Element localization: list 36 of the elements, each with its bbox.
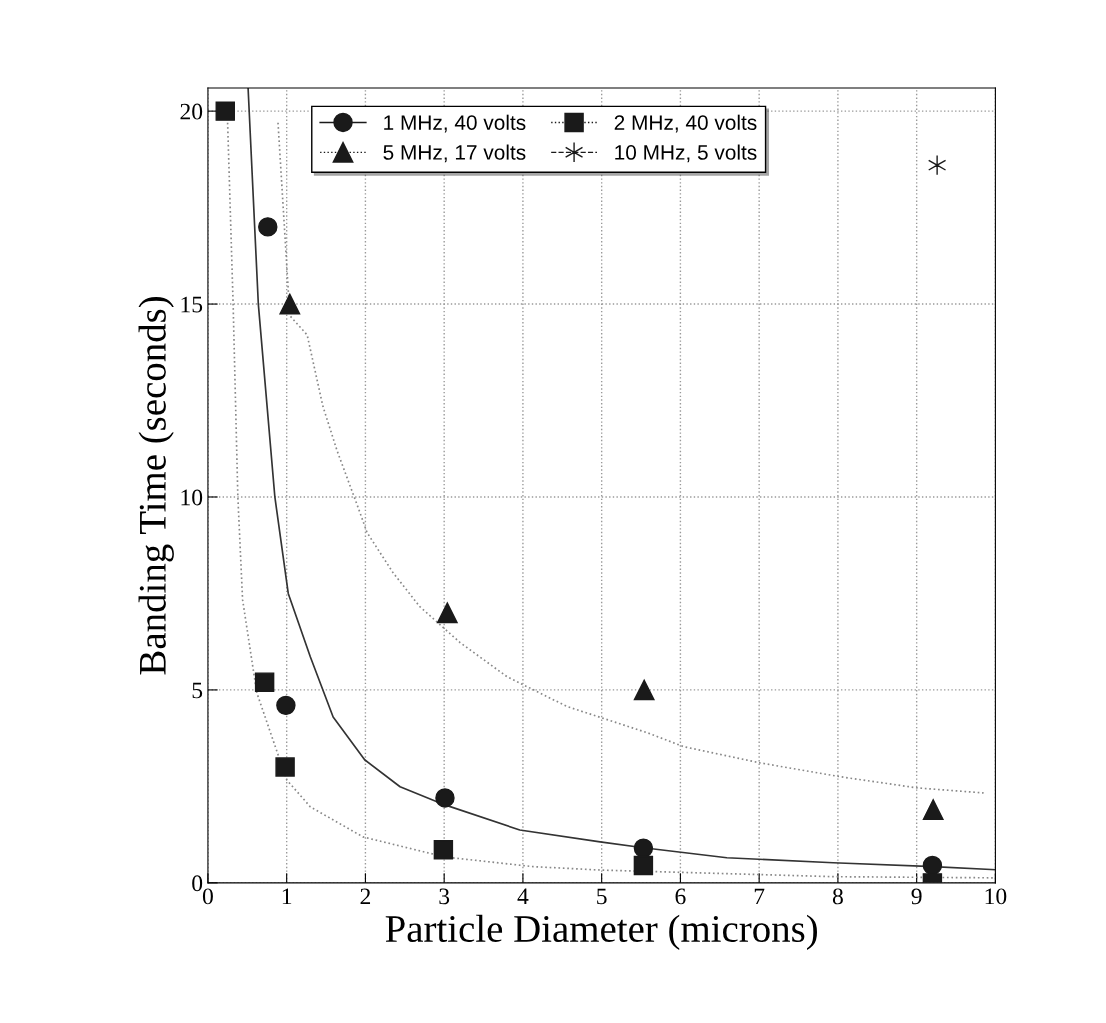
point xyxy=(275,757,295,777)
point xyxy=(633,855,654,876)
point xyxy=(276,695,296,716)
legend-label: 2 MHz, 40 volts xyxy=(614,114,757,133)
legend-label: 5 MHz, 17 volts xyxy=(383,144,526,163)
x-tick-label: 3 xyxy=(439,888,450,905)
x-tick-label: 5 xyxy=(597,888,607,905)
point xyxy=(279,293,301,315)
x-tick-label: 10 xyxy=(985,888,1007,905)
y-tick-label: 0 xyxy=(192,875,203,892)
point xyxy=(922,799,944,820)
point xyxy=(435,788,455,808)
legend-label: 1 MHz, 40 volts xyxy=(384,114,526,133)
x-tick-label: 1 xyxy=(282,888,292,905)
x-tick-label: 2 xyxy=(360,888,371,905)
x-axis-title: Particle Diameter (microns) xyxy=(385,914,817,950)
y-tick-label: 20 xyxy=(180,103,203,120)
y-tick-label: 10 xyxy=(181,489,203,506)
point xyxy=(433,839,454,860)
point xyxy=(633,679,655,701)
x-tick-label: 7 xyxy=(754,888,765,905)
point xyxy=(215,101,235,121)
point xyxy=(633,838,654,858)
y-tick-label: 5 xyxy=(192,682,203,699)
x-tick-label: 6 xyxy=(675,888,686,905)
x-tick-label: 8 xyxy=(832,888,843,905)
y-tick-label: 15 xyxy=(181,296,203,313)
y-axis-title: Banding Time (seconds) xyxy=(138,296,174,675)
point xyxy=(922,855,943,876)
legend-label: 10 MHz, 5 volts xyxy=(615,144,757,163)
x-tick-label: 4 xyxy=(517,888,529,905)
point xyxy=(928,154,947,176)
point xyxy=(436,602,458,624)
point xyxy=(254,672,275,692)
x-tick-label: 9 xyxy=(911,888,922,905)
point xyxy=(258,217,278,237)
